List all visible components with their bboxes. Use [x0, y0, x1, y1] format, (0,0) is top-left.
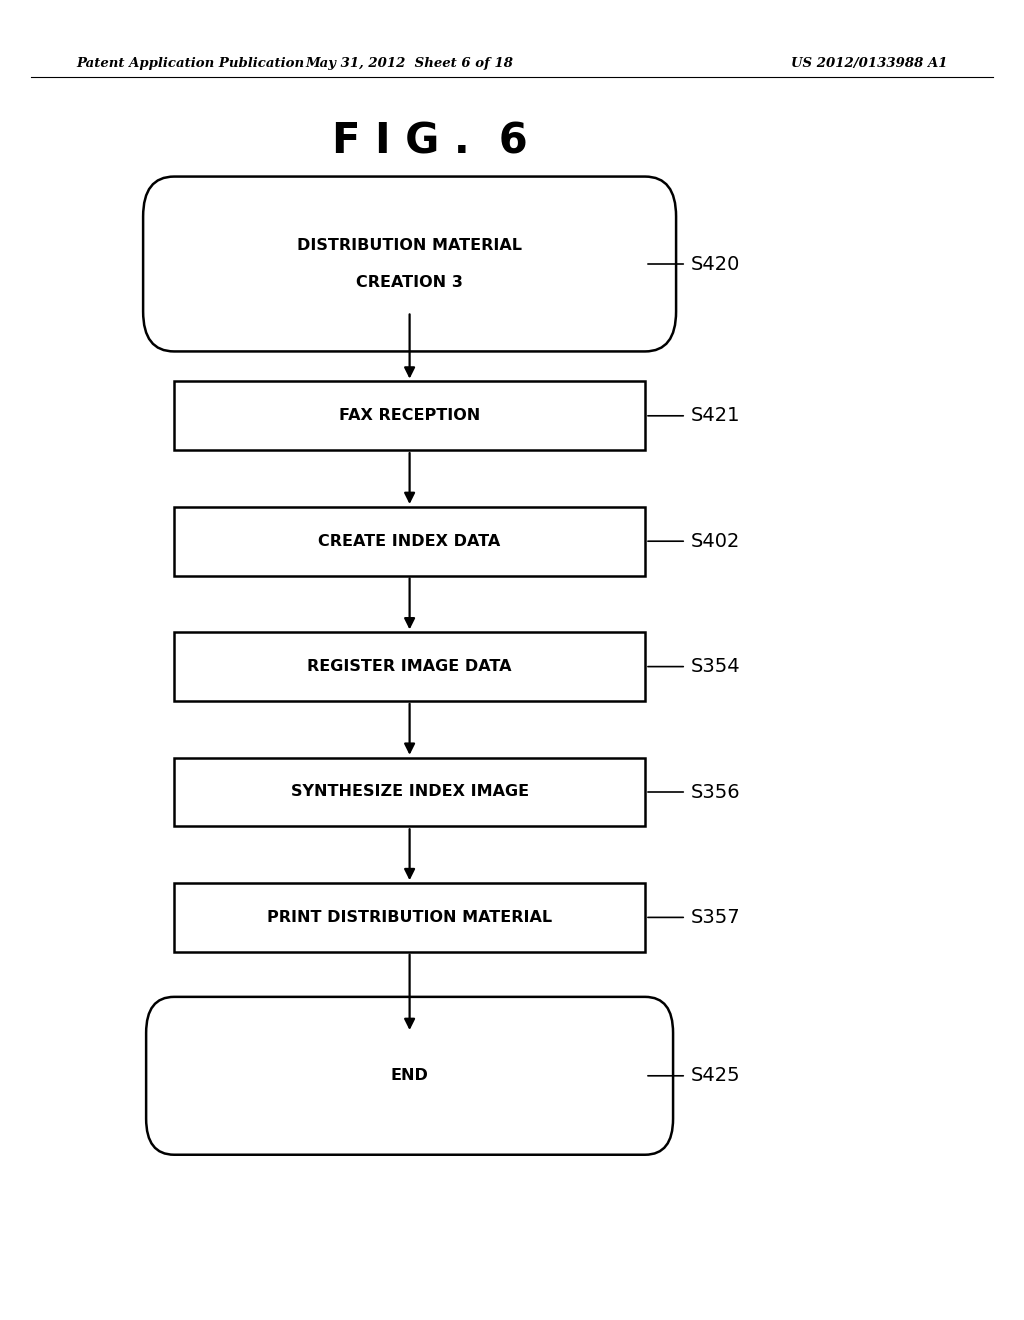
Text: S420: S420: [691, 255, 740, 273]
Text: DISTRIBUTION MATERIAL: DISTRIBUTION MATERIAL: [297, 239, 522, 253]
Text: FAX RECEPTION: FAX RECEPTION: [339, 408, 480, 424]
Bar: [174, 632, 645, 701]
Text: S402: S402: [691, 532, 740, 550]
Text: May 31, 2012  Sheet 6 of 18: May 31, 2012 Sheet 6 of 18: [305, 57, 514, 70]
Text: SYNTHESIZE INDEX IMAGE: SYNTHESIZE INDEX IMAGE: [291, 784, 528, 800]
Text: CREATE INDEX DATA: CREATE INDEX DATA: [318, 533, 501, 549]
Bar: [174, 883, 645, 952]
Text: PRINT DISTRIBUTION MATERIAL: PRINT DISTRIBUTION MATERIAL: [267, 909, 552, 925]
Text: F I G .  6: F I G . 6: [332, 120, 528, 162]
FancyBboxPatch shape: [143, 177, 676, 351]
Text: REGISTER IMAGE DATA: REGISTER IMAGE DATA: [307, 659, 512, 675]
Text: S425: S425: [691, 1067, 740, 1085]
Text: US 2012/0133988 A1: US 2012/0133988 A1: [791, 57, 947, 70]
Bar: [174, 381, 645, 450]
Text: S354: S354: [691, 657, 740, 676]
Text: S421: S421: [691, 407, 740, 425]
Bar: [174, 758, 645, 826]
Text: S356: S356: [691, 783, 740, 801]
FancyBboxPatch shape: [146, 997, 673, 1155]
Text: Patent Application Publication: Patent Application Publication: [77, 57, 305, 70]
Text: CREATION 3: CREATION 3: [356, 275, 463, 289]
Text: END: END: [391, 1068, 428, 1084]
Bar: [174, 507, 645, 576]
Text: S357: S357: [691, 908, 740, 927]
